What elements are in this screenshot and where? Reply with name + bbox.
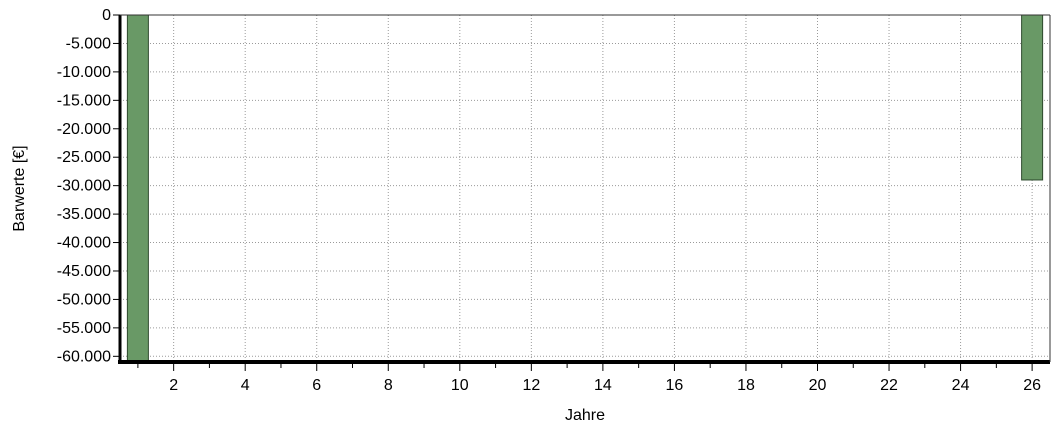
y-tick-label: -5.000 [66, 35, 111, 52]
bar [126, 14, 149, 363]
x-tick-label: 14 [594, 377, 612, 394]
axes [113, 14, 1051, 371]
x-tick-label: 26 [1023, 377, 1041, 394]
tick-labels: 0 -5.000 -10.000 -15.000 -20.000 -25.000 -30.0… [57, 7, 1041, 394]
y-tick-label: -30.000 [57, 178, 111, 195]
x-tick-label: 10 [451, 377, 469, 394]
y-tick-label: -55.000 [57, 320, 111, 337]
x-tick-label: 8 [384, 377, 393, 394]
y-axis-title: Barwerte [€] [11, 145, 28, 231]
y-tick-label: -45.000 [57, 263, 111, 280]
y-tick-label: -35.000 [57, 206, 111, 223]
y-tick-label: -20.000 [57, 121, 111, 138]
bar [1021, 14, 1044, 181]
bars [126, 14, 1044, 363]
y-tick-label: -15.000 [57, 92, 111, 109]
grid [120, 15, 1050, 362]
y-tick-label: -25.000 [57, 149, 111, 166]
x-tick-label: 12 [522, 377, 540, 394]
x-tick-label: 22 [880, 377, 898, 394]
y-tick-label: -60.000 [57, 348, 111, 365]
x-tick-label: 6 [312, 377, 321, 394]
x-tick-label: 16 [666, 377, 684, 394]
y-tick-label: -50.000 [57, 291, 111, 308]
y-tick-label: -10.000 [57, 64, 111, 81]
y-tick-label: 0 [102, 7, 111, 24]
x-tick-label: 18 [737, 377, 755, 394]
x-tick-label: 2 [169, 377, 178, 394]
x-tick-label: 4 [241, 377, 250, 394]
x-tick-label: 20 [809, 377, 827, 394]
x-tick-label: 24 [952, 377, 970, 394]
x-axis-title: Jahre [565, 407, 605, 424]
y-tick-label: -40.000 [57, 235, 111, 252]
